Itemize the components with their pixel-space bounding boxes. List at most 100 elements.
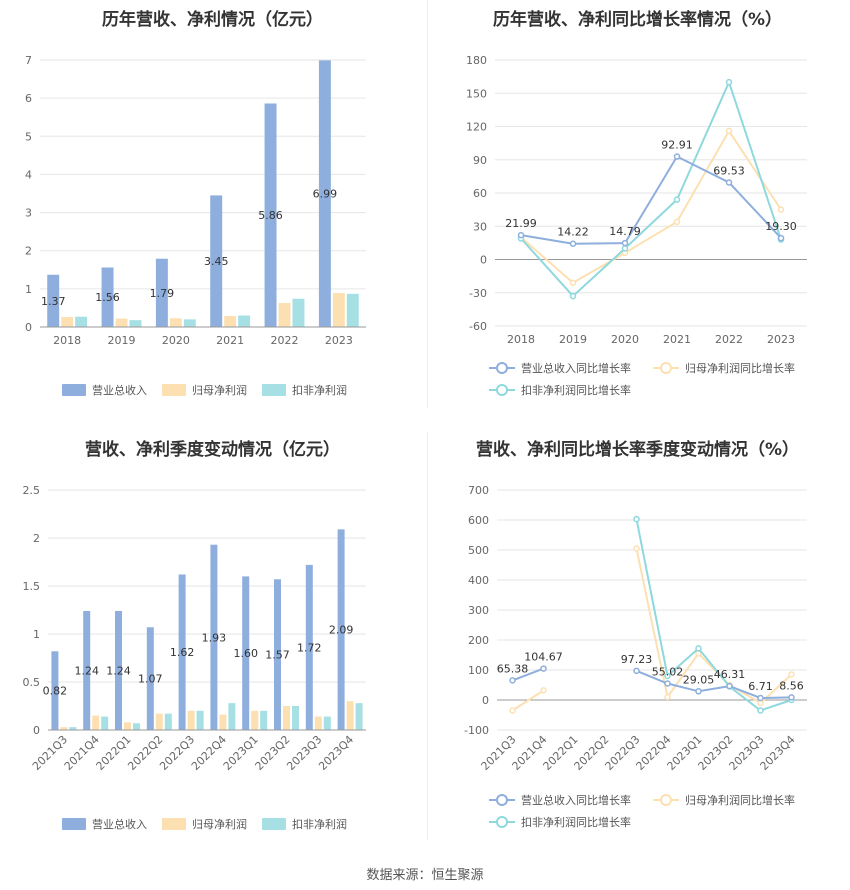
legend-marker bbox=[496, 384, 508, 396]
y-tick-label: -60 bbox=[469, 320, 487, 333]
y-tick-label: 1 bbox=[25, 283, 32, 296]
bar-deducted-profit bbox=[183, 319, 196, 327]
legend-swatch bbox=[62, 818, 86, 830]
series-point bbox=[664, 693, 671, 701]
data-label: 1.07 bbox=[138, 673, 163, 686]
bar-revenue bbox=[210, 544, 218, 730]
y-tick-label: 200 bbox=[468, 634, 489, 647]
bar-deducted-profit bbox=[346, 293, 359, 327]
data-label: 3.45 bbox=[204, 255, 229, 268]
series-point bbox=[633, 667, 640, 675]
bar-net-profit bbox=[155, 713, 163, 730]
y-tick-label: 100 bbox=[468, 664, 489, 677]
y-tick-label: 120 bbox=[466, 121, 487, 134]
y-tick-label: 3 bbox=[25, 207, 32, 220]
legend-label: 营业总收入 bbox=[92, 817, 147, 831]
legend-marker bbox=[660, 362, 672, 374]
bar-deducted-profit bbox=[129, 320, 142, 327]
y-tick-label: 0 bbox=[482, 694, 489, 707]
data-label: 97.23 bbox=[621, 653, 653, 666]
series-line bbox=[636, 669, 792, 699]
bar-revenue bbox=[264, 103, 277, 328]
bar-deducted-profit bbox=[323, 716, 331, 730]
bar-deducted-profit bbox=[196, 710, 204, 730]
series-point bbox=[569, 279, 577, 287]
y-tick-label: 1.5 bbox=[23, 580, 41, 593]
y-tick-label: 5 bbox=[25, 130, 32, 143]
bar-deducted-profit bbox=[292, 298, 305, 327]
data-label: 1.60 bbox=[233, 647, 258, 660]
series-point bbox=[777, 206, 785, 213]
bar-net-profit bbox=[92, 715, 100, 730]
y-tick-label: 700 bbox=[468, 484, 489, 497]
data-label: 1.24 bbox=[74, 664, 99, 677]
bar-revenue bbox=[155, 258, 168, 327]
bar-net-profit bbox=[169, 318, 182, 327]
bar-revenue bbox=[83, 610, 91, 730]
series-point bbox=[777, 234, 785, 242]
series-point bbox=[569, 292, 577, 300]
y-tick-label: -100 bbox=[464, 724, 489, 737]
y-tick-label: 4 bbox=[25, 168, 32, 181]
legend-label: 归母净利润同比增长率 bbox=[685, 361, 795, 375]
series-point bbox=[664, 680, 671, 687]
series-point bbox=[788, 694, 795, 701]
bar-revenue bbox=[51, 651, 59, 730]
quarterly-growth-panel: 营收、净利同比增长率季度变动情况（%） -100 0 100 200 300 400 500… bbox=[425, 430, 850, 850]
x-tick-label: 2019 bbox=[108, 334, 136, 347]
series-line bbox=[635, 518, 792, 712]
series-line bbox=[520, 79, 782, 298]
bar-net-profit bbox=[60, 727, 68, 730]
series-line bbox=[520, 155, 782, 245]
annual-revenue-profit-panel: 历年营收、净利情况（亿元） 0 1 2 3 4 5 6 7 2018 2019 2020 2021 20… bbox=[0, 0, 425, 420]
chart-title: 营收、净利同比增长率季度变动情况（%） bbox=[475, 440, 800, 460]
y-tick-label: 30 bbox=[473, 220, 487, 233]
series-point bbox=[517, 231, 525, 239]
bar-revenue bbox=[178, 574, 186, 730]
legend-label: 归母净利润 bbox=[192, 817, 247, 831]
y-tick-label: 0 bbox=[480, 254, 487, 267]
quarterly-revenue-profit-panel: 营收、净利季度变动情况（亿元） 0 0.5 1 1.5 2 2.5 2021Q3 2021Q4… bbox=[0, 430, 425, 850]
series-point bbox=[509, 707, 516, 714]
x-tick-label: 2022 bbox=[715, 333, 743, 346]
bar-net-profit bbox=[187, 710, 195, 730]
data-label: 69.53 bbox=[713, 164, 745, 177]
data-label: 14.22 bbox=[557, 226, 589, 239]
data-label: 21.99 bbox=[505, 217, 537, 230]
legend-label: 营业总收入同比增长率 bbox=[521, 793, 631, 807]
series-point bbox=[509, 677, 516, 684]
legend-label: 归母净利润 bbox=[192, 383, 247, 397]
y-tick-label: 0.5 bbox=[23, 676, 41, 689]
annual-bar-chart: 0 1 2 3 4 5 6 7 2018 2019 2020 2021 2022 2023 1.37 1.56… bbox=[25, 54, 366, 397]
bar-deducted-profit bbox=[355, 703, 363, 730]
series-point bbox=[757, 699, 764, 707]
series-point bbox=[621, 245, 629, 252]
data-label: 29.05 bbox=[683, 673, 715, 686]
legend-swatch bbox=[62, 384, 86, 396]
y-tick-label: -30 bbox=[469, 287, 487, 300]
data-label: 55.02 bbox=[652, 665, 684, 678]
legend-marker bbox=[496, 794, 508, 806]
bar-revenue bbox=[318, 60, 331, 327]
series-line bbox=[512, 667, 544, 682]
data-label: 8.56 bbox=[779, 679, 804, 692]
legend-swatch bbox=[162, 818, 186, 830]
x-tick-label: 2021 bbox=[663, 333, 691, 346]
series-point bbox=[788, 671, 795, 678]
y-tick-label: 400 bbox=[468, 574, 489, 587]
legend-label: 营业总收入同比增长率 bbox=[521, 361, 631, 375]
bar-revenue bbox=[146, 627, 154, 730]
y-tick-label: 2.5 bbox=[23, 484, 41, 497]
quarterly-line-chart: -10001002003004005006007002021Q32021Q420… bbox=[464, 484, 807, 829]
data-label: 2.09 bbox=[329, 624, 354, 637]
series-point bbox=[725, 78, 733, 86]
x-tick-label: 2018 bbox=[507, 333, 535, 346]
data-label: 92.91 bbox=[661, 139, 693, 152]
x-tick-label: 2022 bbox=[271, 334, 299, 347]
x-tick-label: 2018 bbox=[53, 334, 81, 347]
x-tick-label: 2023 bbox=[325, 334, 353, 347]
legend-label: 扣非净利润 bbox=[292, 383, 347, 397]
bar-deducted-profit bbox=[238, 315, 251, 327]
bar-net-profit bbox=[251, 710, 259, 730]
bar-revenue bbox=[101, 267, 114, 327]
